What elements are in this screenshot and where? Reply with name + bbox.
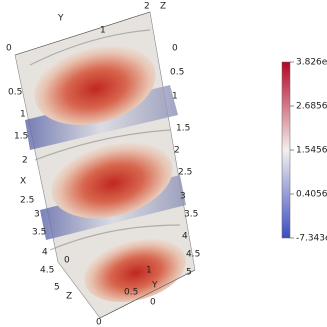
- colorbar-label: 2.6856: [296, 102, 327, 112]
- axis-label: 0: [6, 44, 12, 54]
- axis-label: 1.5: [176, 124, 190, 134]
- axis-label: 4.5: [186, 250, 200, 260]
- colorbar-label: 1.5456: [296, 146, 327, 156]
- axis-label: 1.5: [14, 132, 28, 142]
- axis-label: 2: [144, 2, 150, 12]
- axis-label: 0: [172, 44, 178, 54]
- axis-label: 0: [150, 298, 156, 308]
- axis-label: 0.5: [124, 288, 138, 298]
- axis-label: 2: [22, 156, 28, 166]
- axis-label: 3: [180, 192, 186, 202]
- axis-label: 5: [186, 268, 192, 278]
- axis-label: 1: [146, 266, 152, 276]
- axis-label: 3.5: [184, 210, 198, 220]
- axis-label: 4.5: [40, 266, 54, 276]
- axis-label: 1: [100, 26, 106, 36]
- axis-label: 4: [42, 248, 48, 258]
- axis-label: 3.5: [32, 228, 46, 238]
- axis-label: 0.5: [170, 68, 184, 78]
- axis-label: X: [20, 177, 26, 187]
- axis-label: Z: [66, 292, 72, 302]
- axis-label: 2.5: [20, 196, 34, 206]
- axis-label: 0: [64, 256, 70, 266]
- axis-label: 0.5: [8, 88, 22, 98]
- axis-label: 2: [174, 146, 180, 156]
- colorbar-label: 3.826e+00: [296, 58, 327, 68]
- colorbar: [281, 61, 291, 239]
- axis-label: Y: [57, 14, 64, 24]
- axis-label: 0: [96, 318, 102, 327]
- colorbar-label: -7.343e-01: [296, 234, 327, 244]
- colorbar-label: 0.40565: [296, 190, 327, 200]
- axis-label: 4: [182, 232, 188, 242]
- axis-label: Y: [151, 281, 158, 291]
- axis-label: 1: [20, 110, 26, 120]
- isosurface-render: [14, 11, 196, 319]
- axis-label: 5: [54, 283, 60, 293]
- axis-label: 2.5: [178, 168, 192, 178]
- axis-label: 3: [34, 210, 40, 220]
- axis-label: Z: [160, 2, 166, 12]
- axis-label: 1: [172, 92, 178, 102]
